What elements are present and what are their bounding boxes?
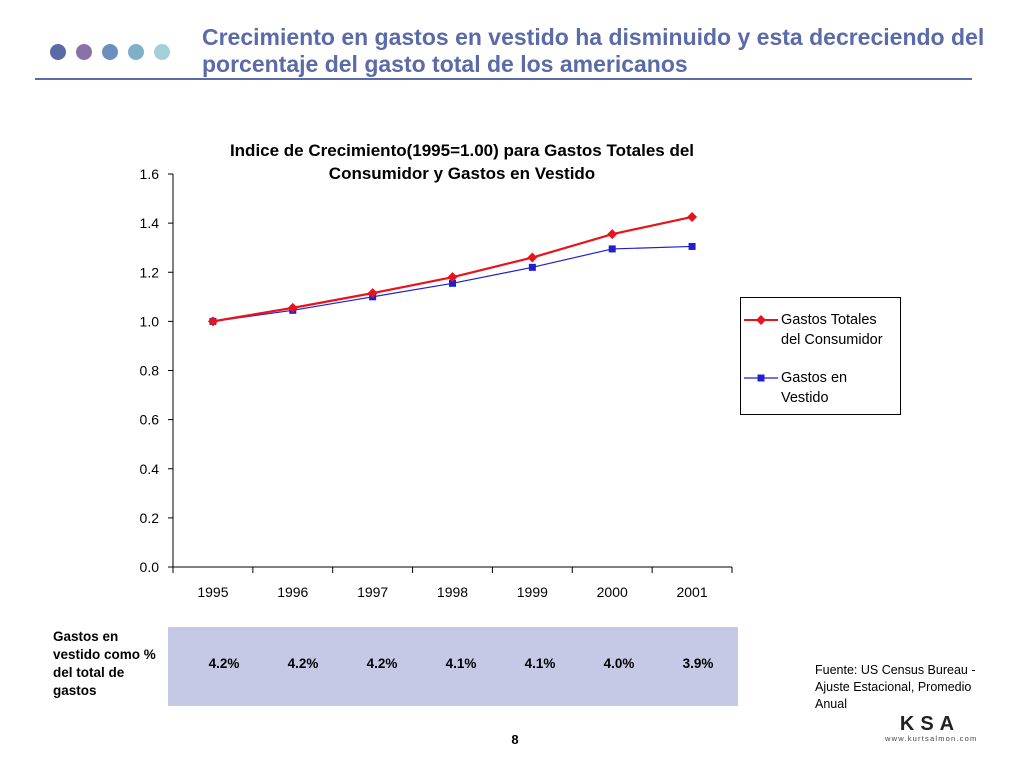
- data-point-square: [688, 242, 696, 250]
- x-tick-label: 1995: [197, 584, 228, 600]
- legend-item-series-1: Gastos Totales del Consumidor: [741, 310, 899, 350]
- y-tick-label: 1.0: [140, 313, 160, 329]
- series-line: [212, 215, 693, 323]
- data-point-diamond: [687, 211, 698, 222]
- y-tick-label: 1.2: [140, 264, 160, 280]
- x-tick-label: 1997: [357, 584, 388, 600]
- x-tick-label: 1999: [517, 584, 548, 600]
- legend-label: Gastos Totales del Consumidor: [781, 312, 883, 348]
- logo-url: www.kurtsalmon.com: [885, 734, 978, 743]
- slide-title: Crecimiento en gastos en vestido ha dism…: [202, 24, 985, 77]
- x-tick-label: 2000: [597, 584, 628, 600]
- x-tick-label: 1998: [437, 584, 468, 600]
- data-point-square: [608, 245, 616, 253]
- y-tick-label: 0.4: [140, 461, 160, 477]
- y-tick-label: 0.8: [140, 363, 160, 379]
- percent-cell: 4.2%: [208, 656, 240, 671]
- logo-text: KSA: [899, 713, 961, 735]
- table-row-label: Gastos en vestido como % del total de ga…: [53, 629, 156, 698]
- data-point-square: [528, 263, 536, 271]
- y-tick-label: 1.4: [140, 215, 160, 231]
- data-point-diamond: [287, 302, 298, 313]
- decorative-dots: [50, 44, 170, 60]
- y-tick-label: 0.2: [140, 510, 160, 526]
- chart-title: Indice de Crecimiento(1995=1.00) para Ga…: [229, 141, 695, 183]
- percent-cell: 4.2%: [287, 656, 319, 671]
- x-tick-label: 1996: [277, 584, 308, 600]
- x-tick-label: 2001: [676, 584, 707, 600]
- source-note: Fuente: US Census Bureau - Ajuste Estaci…: [815, 663, 976, 711]
- decorative-dot: [50, 44, 66, 60]
- legend-item-series-2: Gastos en Vestido: [741, 368, 871, 408]
- decorative-dot: [154, 44, 170, 60]
- percent-cell: 4.1%: [445, 656, 477, 671]
- decorative-dot: [102, 44, 118, 60]
- y-tick-label: 1.6: [140, 166, 160, 182]
- page-number: 8: [511, 732, 519, 747]
- percent-cell: 4.0%: [603, 656, 635, 671]
- data-point-diamond: [527, 252, 538, 263]
- title-rule: [35, 78, 972, 80]
- decorative-dot: [128, 44, 144, 60]
- legend-swatch-diamond: [741, 310, 781, 330]
- legend-swatch-square: [741, 368, 781, 388]
- percent-cell: 3.9%: [682, 656, 714, 671]
- data-point-diamond: [447, 272, 458, 283]
- data-point-diamond: [607, 229, 618, 240]
- decorative-dot: [76, 44, 92, 60]
- y-tick-label: 0.0: [140, 559, 160, 575]
- data-point-diamond: [207, 316, 218, 327]
- legend-label: Gastos en Vestido: [781, 370, 848, 406]
- percent-band: [168, 627, 738, 706]
- percent-cell: 4.1%: [524, 656, 556, 671]
- y-tick-label: 0.6: [140, 412, 160, 428]
- ksa-logo: KSA www.kurtsalmon.com: [885, 713, 978, 743]
- chart-legend: Gastos Totales del Consumidor Gastos en …: [740, 297, 901, 415]
- data-point-diamond: [367, 288, 378, 299]
- percent-cell: 4.2%: [366, 656, 398, 671]
- data-point-square: [449, 279, 456, 287]
